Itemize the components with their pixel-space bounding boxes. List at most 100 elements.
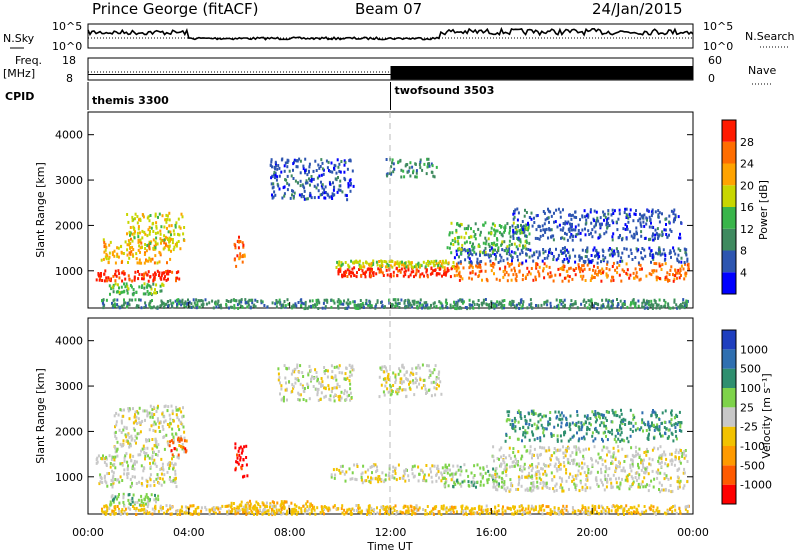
range-cell [322, 167, 324, 170]
range-cell [112, 275, 114, 278]
range-cell [205, 298, 207, 301]
range-cell [607, 209, 609, 212]
range-cell [632, 459, 634, 462]
range-cell [143, 231, 145, 234]
range-cell [378, 260, 380, 263]
range-cell [538, 470, 540, 473]
range-cell [172, 410, 174, 413]
range-cell [121, 286, 123, 289]
range-cell [684, 302, 686, 305]
range-cell [640, 278, 642, 281]
range-cell [454, 237, 456, 240]
range-cell [565, 254, 567, 257]
range-cell [122, 415, 124, 418]
range-cell [331, 376, 333, 379]
range-cell [441, 473, 443, 476]
range-cell [310, 369, 312, 372]
range-cell [429, 165, 431, 168]
range-cell [638, 466, 640, 469]
range-cell [514, 243, 516, 246]
range-cell [411, 468, 413, 471]
range-cell [416, 386, 418, 389]
range-cell [643, 476, 645, 479]
range-cell [420, 298, 422, 301]
range-cell [322, 162, 324, 165]
range-cell [121, 280, 123, 283]
range-cell [568, 440, 570, 443]
range-cell [103, 273, 105, 276]
range-cell [203, 303, 205, 306]
range-cell [156, 306, 158, 309]
range-cell [612, 486, 614, 489]
range-cell [238, 463, 240, 466]
range-cell [561, 440, 563, 443]
range-cell [643, 306, 645, 309]
range-cell [162, 466, 164, 469]
range-cell [341, 190, 343, 193]
range-cell [467, 475, 469, 478]
range-cell [428, 389, 430, 392]
range-cell [331, 370, 333, 373]
range-cell [669, 453, 671, 456]
range-cell [565, 468, 567, 471]
range-cell [549, 411, 551, 414]
range-cell [346, 198, 348, 201]
range-cell [339, 270, 341, 273]
range-cell [396, 274, 398, 277]
range-cell [616, 414, 618, 417]
range-cell [151, 413, 153, 416]
range-cell [635, 446, 637, 449]
range-cell [654, 237, 656, 240]
range-cell [270, 160, 272, 163]
range-cell [601, 458, 603, 461]
range-cell [651, 424, 653, 427]
range-cell [637, 219, 639, 222]
range-cell [134, 276, 136, 279]
range-cell [173, 419, 175, 422]
range-cell [646, 306, 648, 309]
range-cell [391, 392, 393, 395]
range-cell [418, 479, 420, 482]
range-cell [675, 451, 677, 454]
range-cell [478, 299, 480, 302]
range-cell [461, 300, 463, 303]
range-cell [607, 304, 609, 307]
range-cell [323, 188, 325, 191]
range-cell [160, 458, 162, 461]
range-cell [393, 271, 395, 274]
range-cell [298, 158, 300, 161]
range-cell [138, 421, 140, 424]
range-cell [163, 271, 165, 274]
range-cell [412, 472, 414, 475]
range-cell [416, 265, 418, 268]
range-cell [425, 265, 427, 268]
range-cell [496, 278, 498, 281]
range-cell [325, 305, 327, 308]
range-cell [543, 303, 545, 306]
range-cell [659, 220, 661, 223]
range-cell [116, 303, 118, 306]
range-cell [466, 306, 468, 309]
range-cell [337, 158, 339, 161]
range-cell [573, 303, 575, 306]
range-cell [119, 408, 121, 411]
range-cell [572, 248, 574, 251]
range-cell [574, 229, 576, 232]
range-cell [381, 301, 383, 304]
range-cell [589, 428, 591, 431]
range-cell [634, 277, 636, 280]
range-cell [557, 268, 559, 271]
range-cell [522, 251, 524, 254]
range-cell [104, 480, 106, 483]
range-cell [496, 480, 498, 483]
range-cell [528, 466, 530, 469]
range-cell [666, 271, 668, 274]
range-cell [606, 276, 608, 279]
range-cell [643, 459, 645, 462]
range-cell [546, 228, 548, 231]
range-cell [439, 307, 441, 310]
range-cell [542, 234, 544, 237]
range-cell [375, 305, 377, 308]
range-cell [519, 229, 521, 232]
range-cell [658, 248, 660, 251]
